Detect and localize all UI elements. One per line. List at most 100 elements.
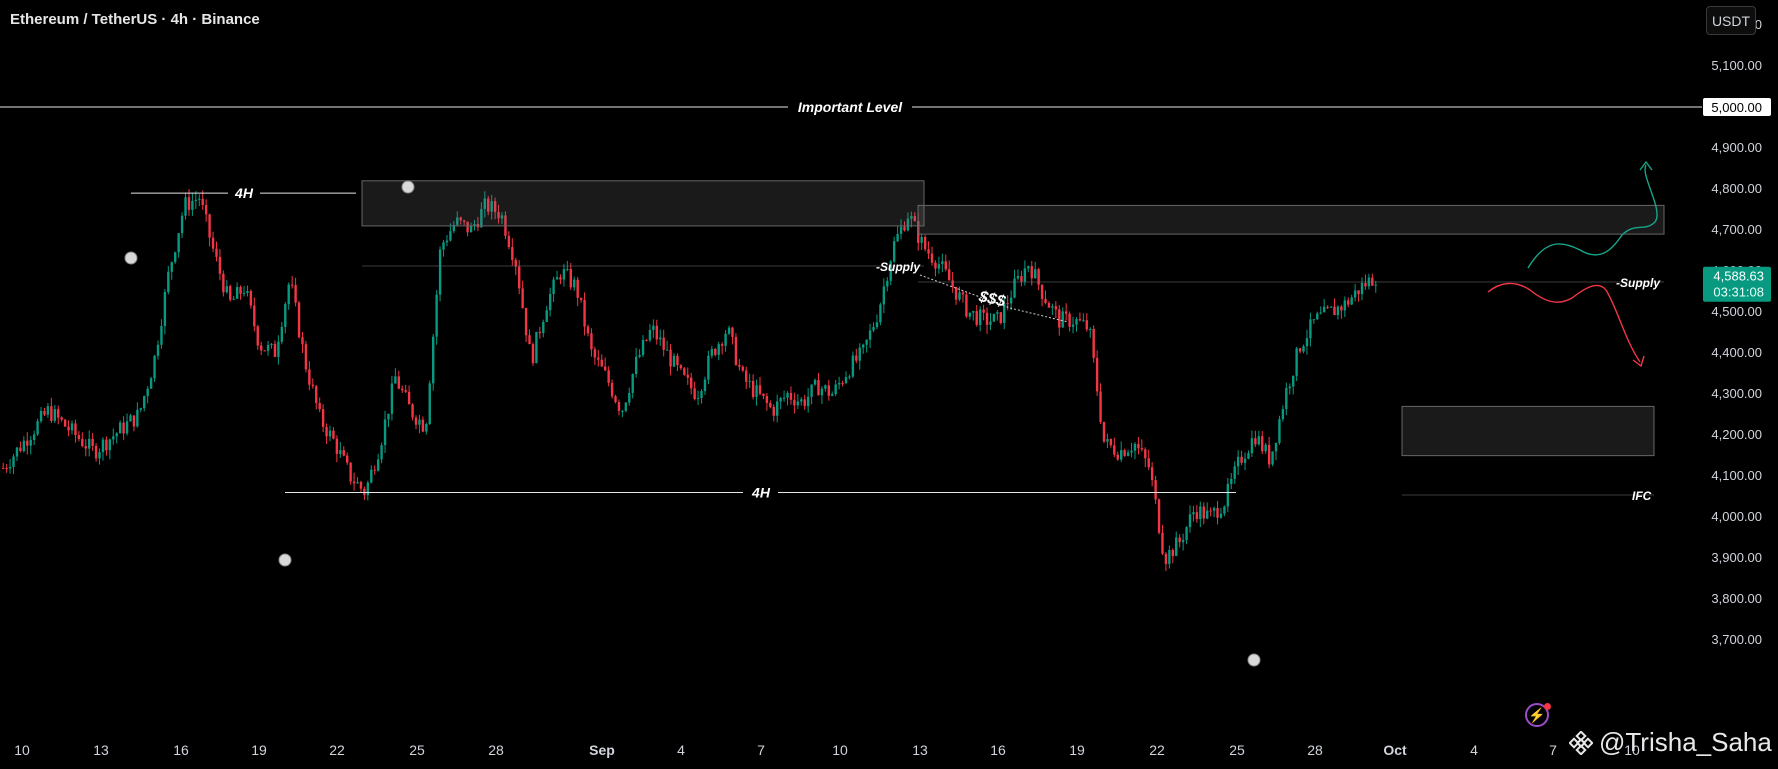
- candle-body: [1109, 438, 1113, 446]
- candle-body: [1054, 306, 1058, 310]
- candle-body: [63, 419, 67, 427]
- candle-body: [782, 397, 786, 399]
- 4h-level-label: 4H: [751, 485, 771, 501]
- price-axis[interactable]: 3,700.00 3,800.00 3,900.00 4,000.00 4,100.00…: [1703, 0, 1771, 647]
- candle-body: [105, 439, 108, 451]
- candle-body: [1020, 276, 1023, 282]
- candle-body: [318, 403, 321, 410]
- candle-body: [886, 280, 889, 287]
- candle-body: [1357, 290, 1360, 295]
- candle-body: [22, 440, 26, 451]
- candle-body: [772, 406, 775, 416]
- time-tick-label: 10: [14, 742, 30, 758]
- swing-point-marker: [124, 251, 138, 265]
- candle-body: [1247, 453, 1250, 459]
- candle-body: [1137, 443, 1140, 449]
- candle-body: [638, 354, 641, 357]
- candle-body: [1261, 436, 1264, 452]
- ifc-zone-label: IFC: [1632, 489, 1652, 503]
- candle-body: [1082, 320, 1085, 322]
- candle-body: [1095, 357, 1099, 392]
- symbol-title[interactable]: Ethereum / TetherUS · 4h · Binance: [10, 11, 260, 28]
- candle-body: [1305, 338, 1309, 347]
- candle-body: [954, 286, 958, 300]
- candle-body: [1209, 510, 1212, 512]
- candle-body: [1326, 306, 1329, 308]
- lightning-icon[interactable]: ⚡: [1525, 703, 1549, 727]
- candle-body: [982, 309, 985, 313]
- candle-body: [459, 217, 462, 221]
- candle-body: [789, 392, 793, 400]
- candle-body: [249, 291, 253, 306]
- watermark-text: @Trisha_Saha: [1599, 727, 1772, 757]
- candle-body: [810, 384, 813, 397]
- candle-body: [542, 321, 545, 334]
- candle-body: [978, 309, 982, 325]
- candle-body: [507, 235, 511, 248]
- candle-body: [442, 242, 445, 250]
- candle-body: [1030, 266, 1033, 279]
- author-watermark: @Trisha_Saha: [1569, 727, 1772, 758]
- candle-body: [975, 311, 978, 325]
- supply-zone-label: -Supply: [876, 260, 921, 274]
- time-axis[interactable]: 10 13 16 19 22 25 28 Sep 4 7 10 13 16 19 22 25 28 Oct 4 7 10: [14, 742, 1640, 758]
- candle-body: [793, 399, 796, 406]
- candle-body: [1243, 458, 1247, 463]
- candle-body: [187, 197, 191, 210]
- candle-body: [841, 382, 844, 384]
- candle-body: [394, 376, 397, 384]
- candle-body: [222, 273, 225, 293]
- candle-body: [204, 204, 208, 215]
- currency-button[interactable]: USDT: [1706, 6, 1756, 35]
- candle-body: [487, 198, 490, 212]
- candle-body: [1257, 436, 1260, 445]
- candle-body: [1009, 297, 1013, 304]
- candle-body: [146, 388, 149, 397]
- candle-body: [1058, 309, 1061, 328]
- candle-body: [1154, 480, 1157, 500]
- candle-body: [879, 304, 882, 323]
- candle-body: [1023, 268, 1027, 282]
- candle-body: [803, 399, 806, 407]
- candle-body: [1130, 450, 1133, 453]
- candle-body: [1219, 513, 1223, 518]
- candle-body: [1106, 438, 1109, 442]
- candle-body: [968, 312, 972, 317]
- candle-body: [43, 410, 46, 415]
- candle-body: [1316, 313, 1319, 320]
- candle-body: [1099, 391, 1102, 422]
- candle-body: [57, 409, 60, 418]
- candle-body: [521, 288, 524, 308]
- candle-body: [889, 261, 892, 281]
- candle-body: [1322, 306, 1326, 313]
- time-tick-label: 25: [409, 742, 425, 758]
- candle-body: [1195, 512, 1199, 520]
- supply-zone-label: -Supply: [1616, 276, 1661, 290]
- swing-point-marker: [401, 180, 415, 194]
- candle-body: [143, 396, 146, 409]
- supply-zone: [361, 180, 925, 227]
- candle-body: [927, 249, 930, 254]
- candle-body: [315, 386, 318, 404]
- candle-body: [652, 325, 655, 330]
- candle-body: [308, 369, 311, 385]
- candle-body: [153, 355, 156, 379]
- candle-body: [562, 269, 566, 280]
- candle-body: [170, 262, 173, 272]
- candle-body: [401, 388, 404, 391]
- time-tick-label: Sep: [589, 742, 615, 758]
- candle-body: [1333, 306, 1336, 316]
- candle-body: [1016, 276, 1020, 279]
- candle-body: [989, 321, 992, 325]
- candle-body: [497, 212, 500, 219]
- candle-body: [944, 261, 947, 270]
- candle-body: [751, 380, 755, 397]
- candle-body: [239, 287, 242, 294]
- candle-body: [19, 447, 22, 451]
- candle-body: [868, 330, 872, 340]
- candle-body: [941, 261, 944, 265]
- candle-body: [844, 377, 848, 384]
- candle-body: [586, 326, 590, 334]
- candle-body: [524, 307, 528, 336]
